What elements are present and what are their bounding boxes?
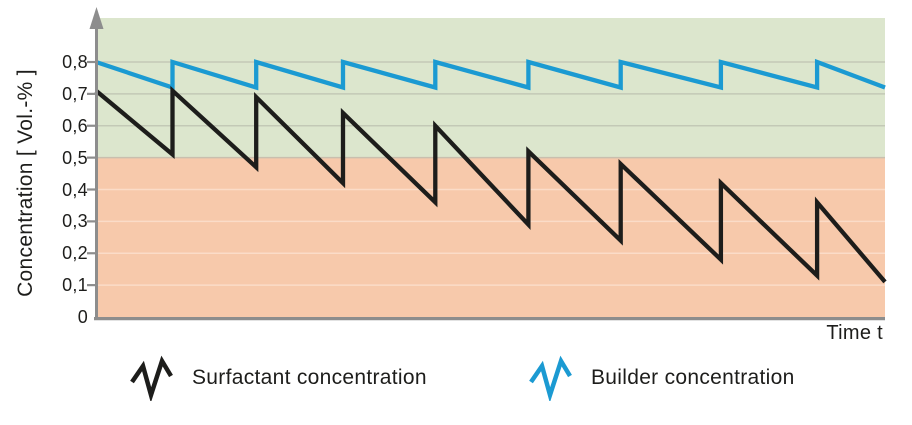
surfactant-line-icon	[130, 355, 173, 401]
y-tick-label: 0,3	[62, 211, 88, 232]
y-tick-label: 0,6	[62, 115, 88, 136]
y-tick-label: 0,2	[62, 243, 88, 264]
legend-label-builder: Builder concentration	[591, 366, 795, 389]
y-tick-label: 0,7	[62, 83, 88, 104]
legend-label-surfactant: Surfactant concentration	[192, 366, 427, 389]
upper-band-above-0.5	[96, 18, 885, 158]
y-tick-label: 0	[77, 307, 88, 327]
legend-item-surfactant: Surfactant concentration	[128, 354, 427, 402]
y-tick-label: 0,1	[62, 275, 88, 296]
legend-item-builder: Builder concentration	[527, 354, 795, 402]
y-tick-label: 0,4	[62, 179, 88, 200]
y-tick-label: 0,5	[62, 147, 88, 168]
y-axis-arrow-icon	[89, 7, 104, 29]
surfactant-concentration-line	[94, 85, 887, 284]
y-axis-tick-labels: 0,8 0,7 0,6 0,5 0,4 0,3 0,2 0,1 0	[0, 0, 88, 340]
builder-line-icon	[529, 355, 572, 401]
y-tick-label: 0,8	[62, 52, 88, 72]
x-axis-label: Time t	[826, 322, 883, 344]
builder-concentration-line	[95, 58, 886, 91]
